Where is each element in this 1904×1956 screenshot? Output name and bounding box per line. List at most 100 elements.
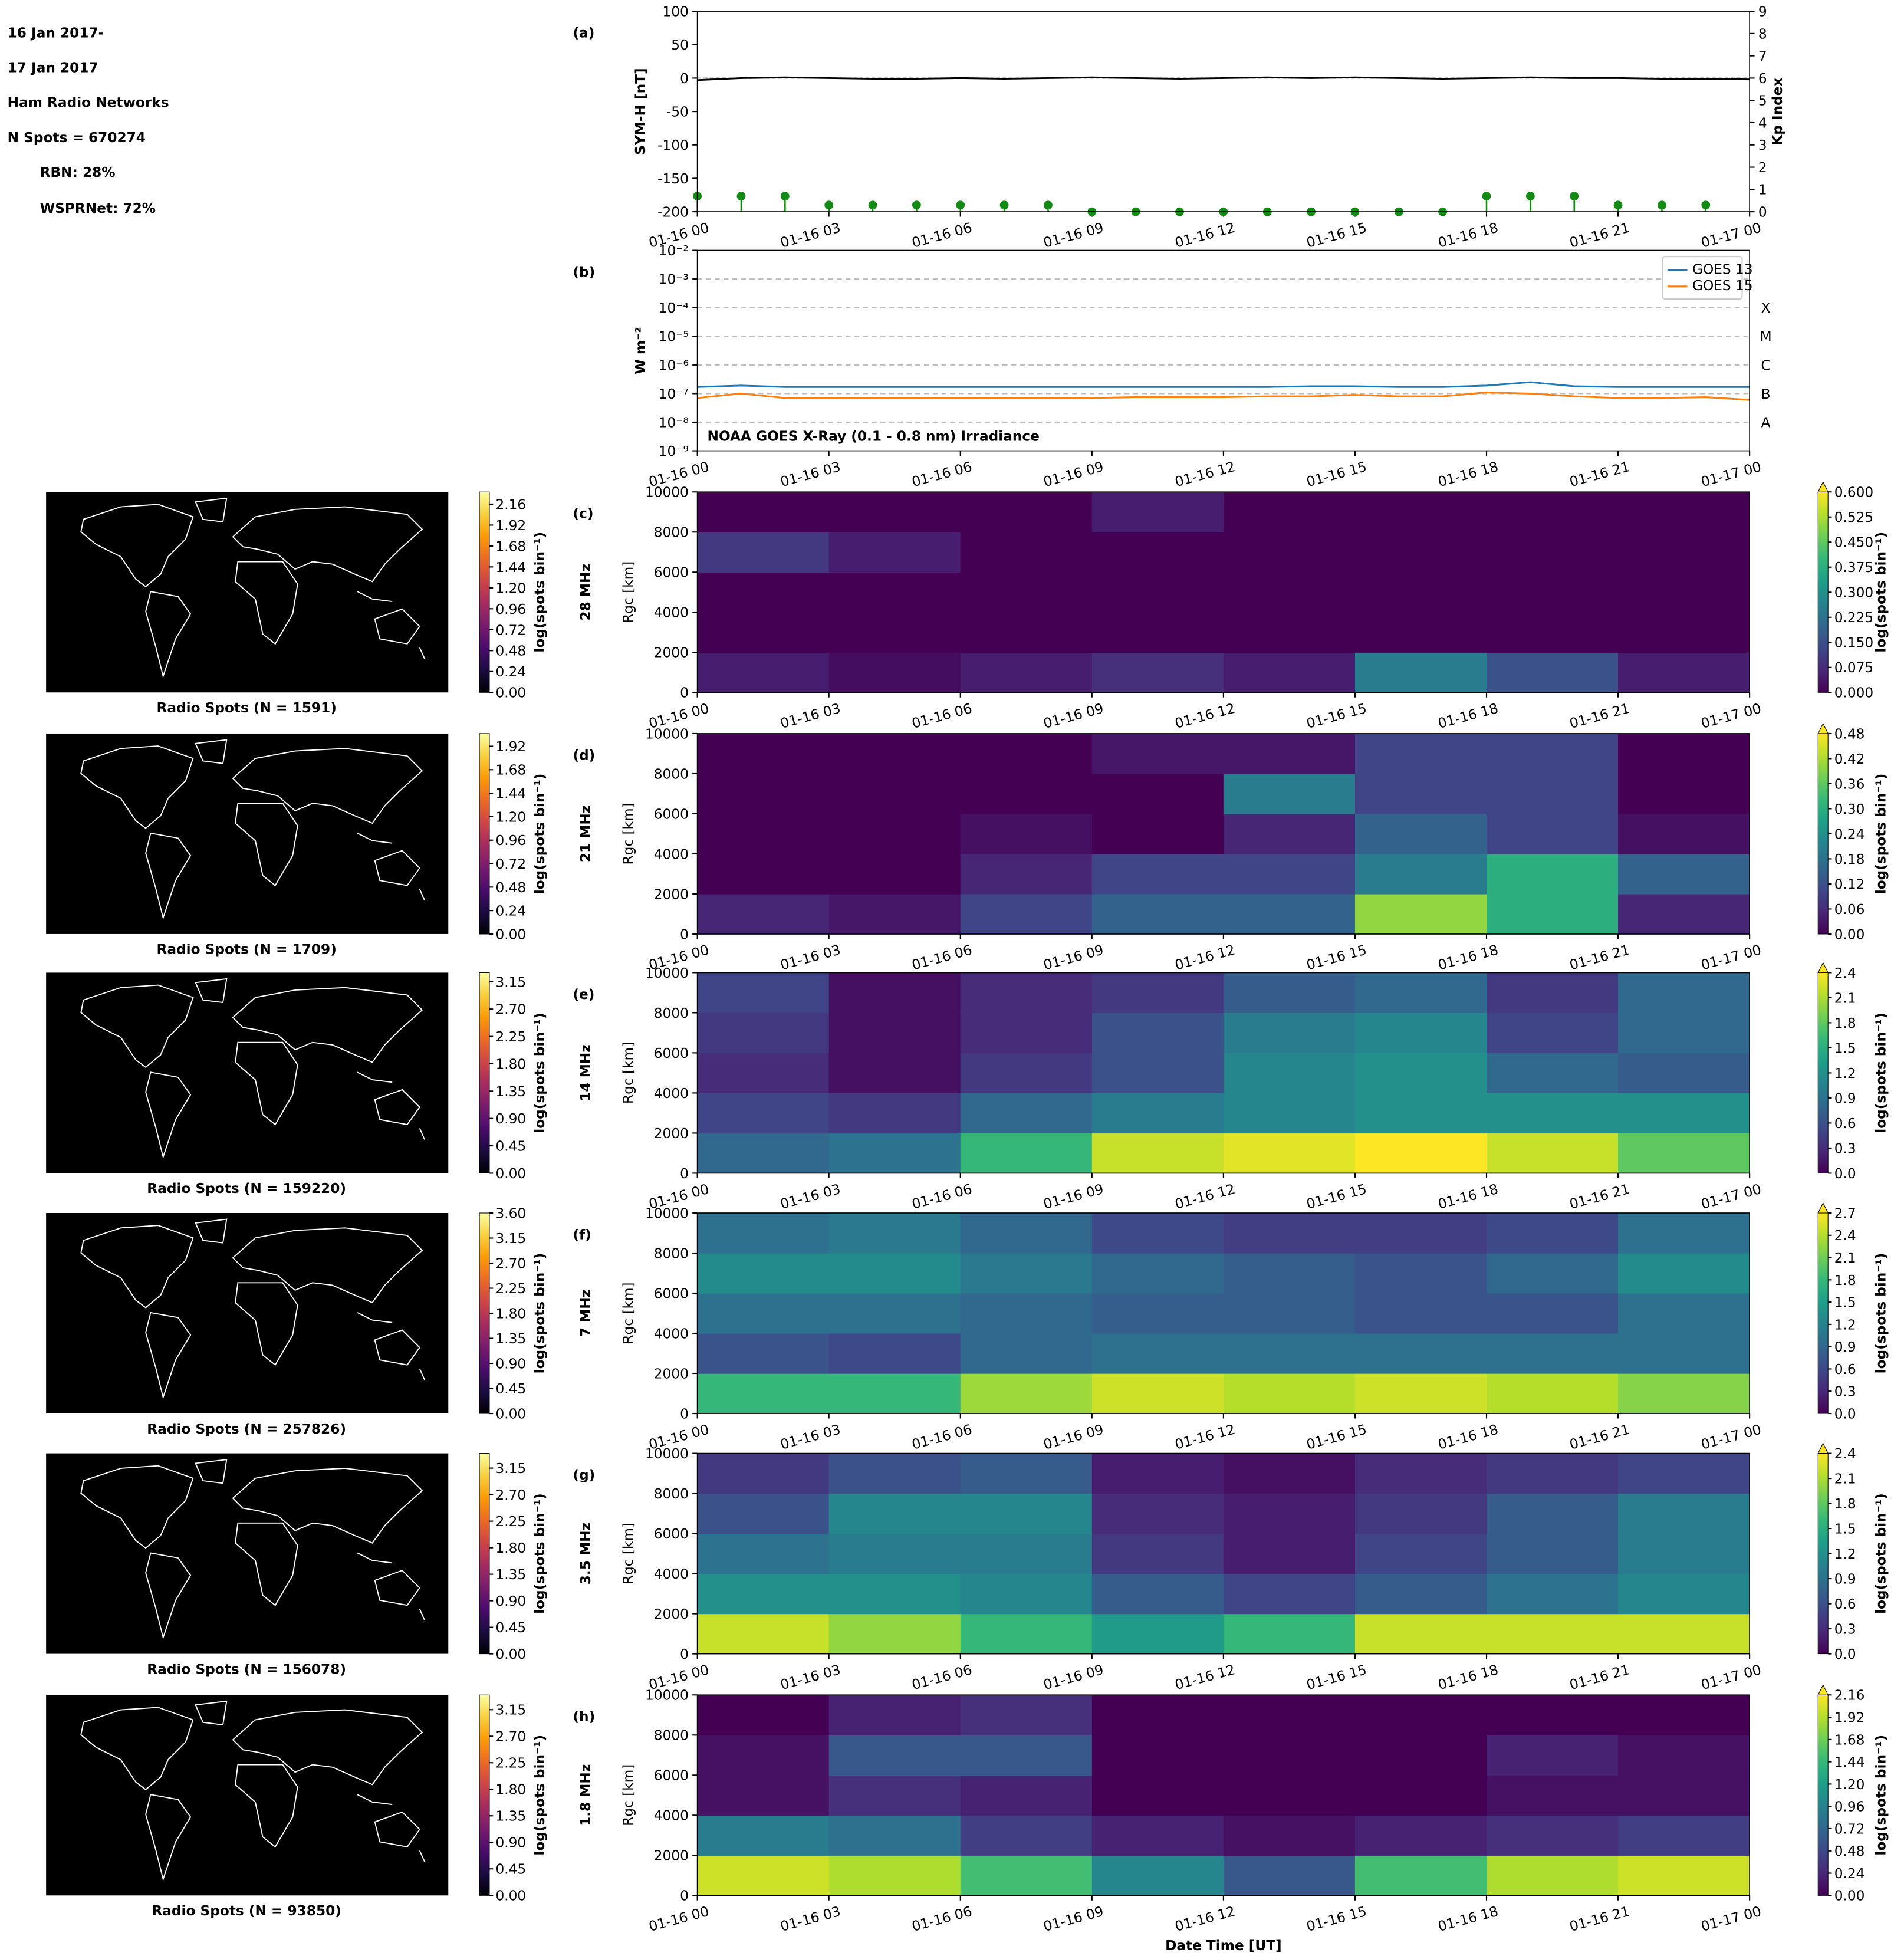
colorbar-tick-label: 1.2: [1834, 1546, 1856, 1562]
class-label: B: [1761, 386, 1771, 402]
heat-cell: [1487, 1815, 1619, 1856]
heat-cell: [1223, 773, 1356, 814]
heat-cell: [1091, 733, 1224, 774]
heat-cell: [1091, 813, 1224, 854]
heat-cell: [1091, 1253, 1224, 1294]
y-tick-label: 4000: [654, 846, 689, 862]
colorbar-tick-label: 1.44: [496, 560, 527, 576]
colorbar-tick-label: 1.35: [496, 1331, 527, 1347]
heat-cell: [960, 813, 1093, 854]
heat-cell: [828, 1293, 961, 1334]
colorbar-tick-label: 2.1: [1834, 1250, 1856, 1266]
band-label: 3.5 MHz: [578, 1523, 594, 1584]
colorbar-tick-label: 1.2: [1834, 1317, 1856, 1333]
x-tick-label: 01-16 18: [1436, 1904, 1500, 1935]
heat-cell: [960, 1093, 1093, 1134]
x-tick-label: 01-16 21: [1568, 1662, 1632, 1693]
x-axis-label: Date Time [UT]: [1165, 1938, 1282, 1954]
heat-cell: [828, 1613, 961, 1655]
map-title: Radio Spots (N = 156078): [147, 1661, 346, 1677]
plot-frame: [696, 1212, 1750, 1414]
heat-cell: [697, 1253, 830, 1294]
heat-cell: [1354, 972, 1487, 1014]
heat-cell: [697, 1053, 830, 1094]
colorbar-label: log(spots bin⁻¹): [1873, 1253, 1889, 1374]
heat-cell: [828, 1453, 961, 1494]
heat-cell: [1618, 1293, 1750, 1334]
colorbar-tick-label: 0.6: [1834, 1596, 1856, 1612]
x-tick-label: 01-16 06: [910, 701, 974, 732]
colorbar-tick-label: 3.15: [496, 974, 527, 990]
colorbar-tick-label: 3.15: [496, 1702, 527, 1718]
heat-cell: [1223, 652, 1356, 693]
y2-tick-label: 4: [1758, 115, 1767, 131]
colorbar-tick-label: 2.1: [1834, 1471, 1856, 1487]
heat-cell: [1487, 1253, 1619, 1294]
heat-cell: [828, 1133, 961, 1174]
colorbar-tick-label: 0.225: [1834, 610, 1873, 626]
colorbar-tick-label: 0.0: [1834, 1406, 1856, 1422]
heat-cell: [1354, 1453, 1487, 1494]
heat-cell: [1618, 1333, 1750, 1374]
colorbar-tick-label: 0.90: [496, 1356, 527, 1372]
heat-cell: [1618, 853, 1750, 895]
colorbar-tick-label: 0.075: [1834, 660, 1873, 676]
heat-cell: [1091, 773, 1224, 814]
colorbar-tick-label: 0.06: [1834, 902, 1865, 918]
heat-cell: [960, 492, 1093, 532]
heat-cell: [960, 972, 1093, 1014]
colorbar-tick-label: 0.00: [1834, 1888, 1865, 1904]
heat-cell: [1223, 1293, 1356, 1334]
colorbar-tick-label: 0.300: [1834, 585, 1873, 601]
y2-tick-label: 9: [1758, 4, 1767, 20]
colorbar: [1817, 1212, 1829, 1414]
y-tick-label: 10⁻²: [659, 243, 689, 259]
heat-cell: [1091, 1573, 1224, 1615]
x-tick-label: 01-16 15: [1305, 1662, 1369, 1693]
colorbar-tick-label: 0.24: [1834, 826, 1865, 842]
heat-cell: [1091, 532, 1224, 573]
heat-cell: [697, 1453, 830, 1494]
x-tick-label: 01-16 18: [1436, 220, 1500, 251]
kp-point: [780, 192, 790, 201]
legend-label: GOES 13: [1692, 262, 1753, 278]
heat-cell: [1618, 612, 1750, 653]
heat-cell: [828, 1053, 961, 1094]
colorbar-extend: [1817, 722, 1829, 734]
y-tick-label: 4000: [654, 1808, 689, 1824]
y-tick-label: 10000: [645, 1688, 689, 1704]
panel-label: (g): [573, 1467, 595, 1483]
panel-label: (f): [573, 1227, 591, 1242]
map-colorbar-label: log(spots bin⁻¹): [532, 1493, 548, 1614]
heat-cell: [1091, 1453, 1224, 1494]
colorbar-tick-label: 2.70: [496, 1487, 527, 1503]
y-tick-label: 0: [680, 1406, 689, 1422]
heat-cell: [1618, 1573, 1750, 1615]
y-tick-label: 8000: [654, 525, 689, 541]
x-tick-label: 01-16 06: [910, 220, 974, 251]
heat-cell: [828, 1815, 961, 1856]
heat-cell: [828, 1533, 961, 1574]
kp-point: [956, 200, 965, 210]
y-tick-label: 2000: [654, 1366, 689, 1382]
colorbar-tick-label: 1.68: [1834, 1732, 1865, 1748]
x-tick-label: 01-16 18: [1436, 1422, 1500, 1453]
heat-cell: [1223, 572, 1356, 613]
colorbar-tick-label: 0.450: [1834, 535, 1873, 551]
colorbar-tick-label: 2.25: [496, 1029, 527, 1045]
y2-tick-label: 7: [1758, 48, 1767, 64]
heat-cell: [828, 1253, 961, 1294]
kp-point: [1701, 200, 1711, 210]
legend-label: GOES 15: [1692, 278, 1753, 294]
x-tick-label: 01-16 09: [1042, 220, 1106, 251]
class-label: X: [1761, 300, 1771, 316]
map-colorbar-label: log(spots bin⁻¹): [532, 1012, 548, 1133]
colorbar: [479, 1453, 490, 1655]
band-label: 7 MHz: [578, 1290, 594, 1337]
header-line: Ham Radio Networks: [8, 95, 169, 111]
kp-point: [824, 200, 834, 210]
heat-cell: [1487, 773, 1619, 814]
plot-frame: [696, 249, 1750, 452]
colorbar-tick-label: 1.5: [1834, 1040, 1856, 1056]
kp-point: [868, 200, 877, 210]
